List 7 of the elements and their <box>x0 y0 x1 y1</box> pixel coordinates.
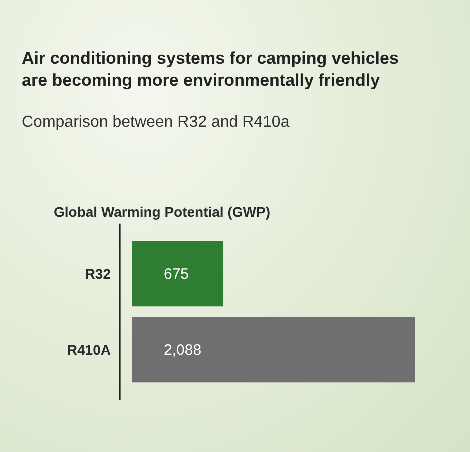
chart-subtitle: Comparison between R32 and R410a <box>22 114 290 131</box>
y-tick-label: R32 <box>85 266 112 282</box>
data-label: 2,088 <box>164 342 202 359</box>
data-label: 675 <box>164 266 190 283</box>
y-tick-label: R410A <box>67 342 111 358</box>
chart-title: Air conditioning systems for camping vehicles are becoming more environmentally friendly <box>22 49 399 90</box>
text: Global Warming Potential (GWP) <box>54 204 270 220</box>
